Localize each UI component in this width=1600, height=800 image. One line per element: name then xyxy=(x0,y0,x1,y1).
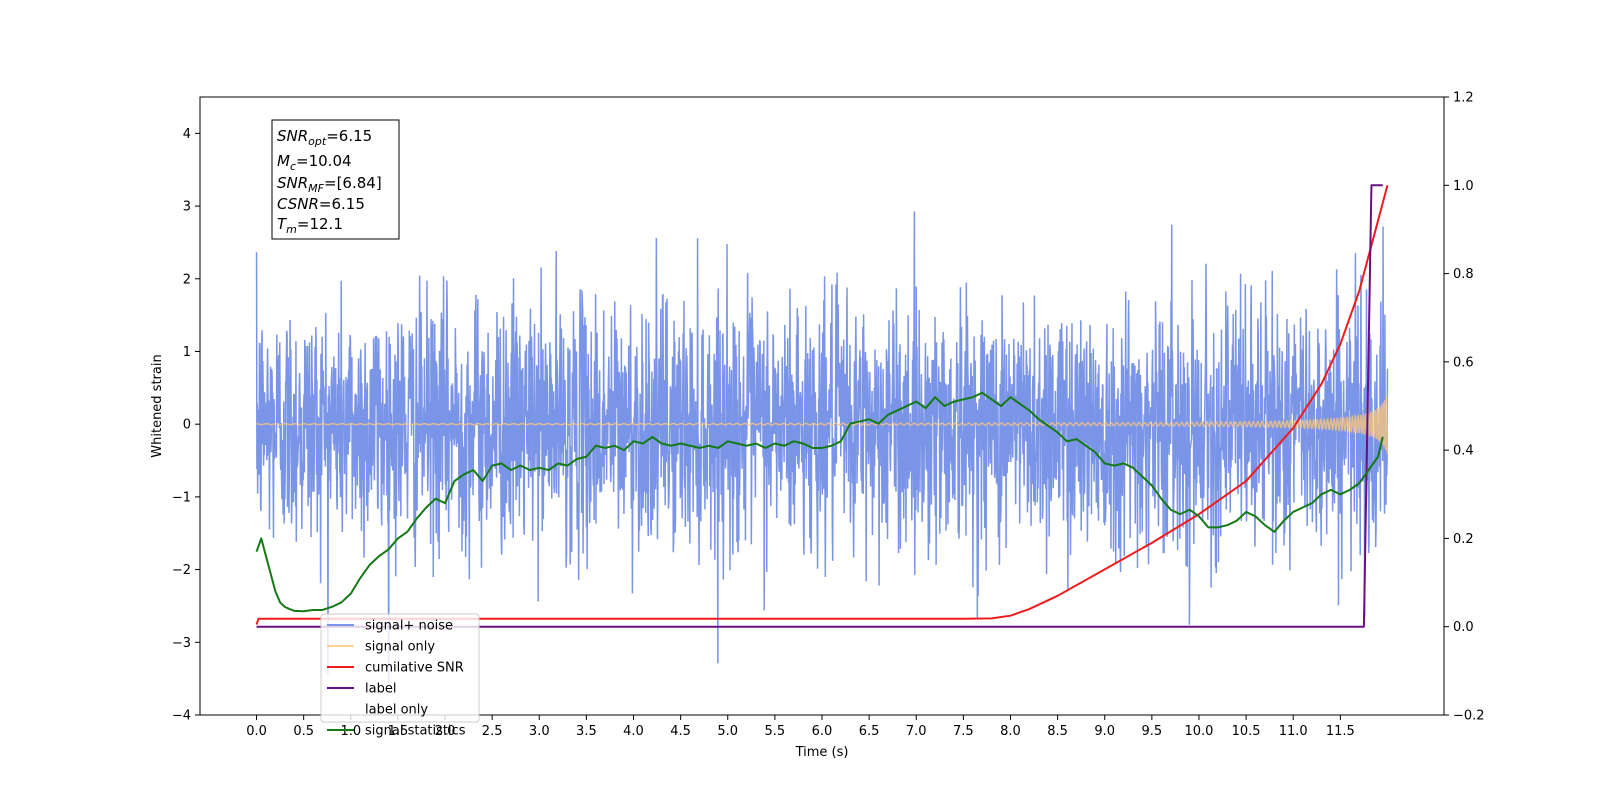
y-tick-label: −4 xyxy=(172,709,191,724)
x-tick-label: 11.5 xyxy=(1326,724,1355,739)
annotation-line: Tm=12.1 xyxy=(277,215,343,236)
y2-tick-label: 0.0 xyxy=(1453,620,1474,635)
legend-label: signal only xyxy=(365,640,435,655)
y-axis-right: −0.2 0.0 0.2 0.4 0.6 0.8 1.0 1.2 xyxy=(1444,91,1485,724)
legend-label: cumilative SNR xyxy=(365,661,464,676)
x-tick-label: 8.0 xyxy=(1000,724,1021,739)
x-tick-label: 3.0 xyxy=(529,724,550,739)
legend-label: label only xyxy=(365,703,428,718)
annotation-line: Mc=10.04 xyxy=(277,152,352,173)
legend-entry: signal statistics xyxy=(327,724,466,739)
legend-frame xyxy=(320,613,480,723)
x-axis-label: Time (s) xyxy=(795,745,849,760)
y-tick-label: 1 xyxy=(183,345,191,360)
legend-entry: signal only xyxy=(327,640,435,655)
x-tick-label: 5.5 xyxy=(765,724,786,739)
legend-entry: signal+ noise xyxy=(327,619,453,634)
legend-entry: label only xyxy=(365,703,428,718)
y-axis-label: Whitened strain xyxy=(150,354,165,457)
y2-tick-label: 0.4 xyxy=(1453,444,1474,459)
y2-tick-label: 0.2 xyxy=(1453,532,1474,547)
x-tick-label: 2.5 xyxy=(482,724,503,739)
x-tick-label: 0.0 xyxy=(246,724,267,739)
x-tick-label: 6.5 xyxy=(859,724,880,739)
x-tick-label: 5.0 xyxy=(717,724,738,739)
legend-label: label xyxy=(365,682,396,697)
series-signal-statistics xyxy=(255,391,1384,613)
series-layer xyxy=(255,184,1389,683)
x-tick-label: 9.0 xyxy=(1094,724,1115,739)
x-tick-label: 8.5 xyxy=(1047,724,1068,739)
x-tick-label: 1.5 xyxy=(388,724,409,739)
legend-label: signal statistics xyxy=(365,724,466,739)
series-label xyxy=(256,184,1383,628)
x-tick-label: 4.0 xyxy=(623,724,644,739)
annotation-box: SNRopt=6.15 Mc=10.04SNRMF=[6.84]CSNR=6.15… xyxy=(271,119,400,240)
x-tick-label: 4.5 xyxy=(670,724,691,739)
x-tick-label: 1.0 xyxy=(340,724,361,739)
annotation-line: CSNR=6.15 xyxy=(277,195,365,213)
x-tick-label: 7.5 xyxy=(953,724,974,739)
x-tick-label: 10.5 xyxy=(1232,724,1261,739)
x-tick-label: 6.0 xyxy=(812,724,833,739)
x-tick-label: 2.0 xyxy=(435,724,456,739)
y-axis-left: −4 −3 −2 −1 0 1 2 3 4 xyxy=(172,127,200,724)
x-tick-label: 0.5 xyxy=(293,724,314,739)
legend-entry: label xyxy=(327,682,396,697)
x-axis: 0.0 0.5 1.0 1.5 2.0 2.5 3.0 3.5 4.0 4.5 5.0 5.5 6.0 6… xyxy=(246,715,1355,739)
x-tick-label: 3.5 xyxy=(576,724,597,739)
annotation-frame xyxy=(271,119,400,240)
y2-tick-label: 0.8 xyxy=(1453,267,1474,282)
y2-tick-label: −0.2 xyxy=(1453,709,1485,724)
series-signal-plus-noise xyxy=(255,211,1389,683)
y-tick-label: −3 xyxy=(172,636,191,651)
y-tick-label: 3 xyxy=(183,200,191,215)
y-tick-label: 4 xyxy=(183,127,191,142)
y-tick-label: −2 xyxy=(172,563,191,578)
legend-label: signal+ noise xyxy=(365,619,453,634)
y-tick-label: 2 xyxy=(183,272,191,287)
legend: signal+ noise signal only cumilative SNR la… xyxy=(320,613,480,739)
y2-tick-label: 1.2 xyxy=(1453,91,1474,106)
series-signal-only xyxy=(256,396,1389,455)
series-cumulative-snr xyxy=(255,185,1389,625)
y-tick-label: 0 xyxy=(183,418,191,433)
x-tick-label: 9.5 xyxy=(1142,724,1163,739)
y2-tick-label: 1.0 xyxy=(1453,179,1474,194)
x-tick-label: 10.0 xyxy=(1184,724,1213,739)
y-tick-label: −1 xyxy=(172,490,191,505)
x-tick-label: 7.0 xyxy=(906,724,927,739)
y2-tick-label: 0.6 xyxy=(1453,355,1474,370)
x-tick-label: 11.0 xyxy=(1279,724,1308,739)
annotation-line: SNRopt=6.15 xyxy=(277,127,372,148)
annotation-line: SNRMF=[6.84] xyxy=(277,174,382,195)
legend-entry: cumilative SNR xyxy=(327,661,464,676)
